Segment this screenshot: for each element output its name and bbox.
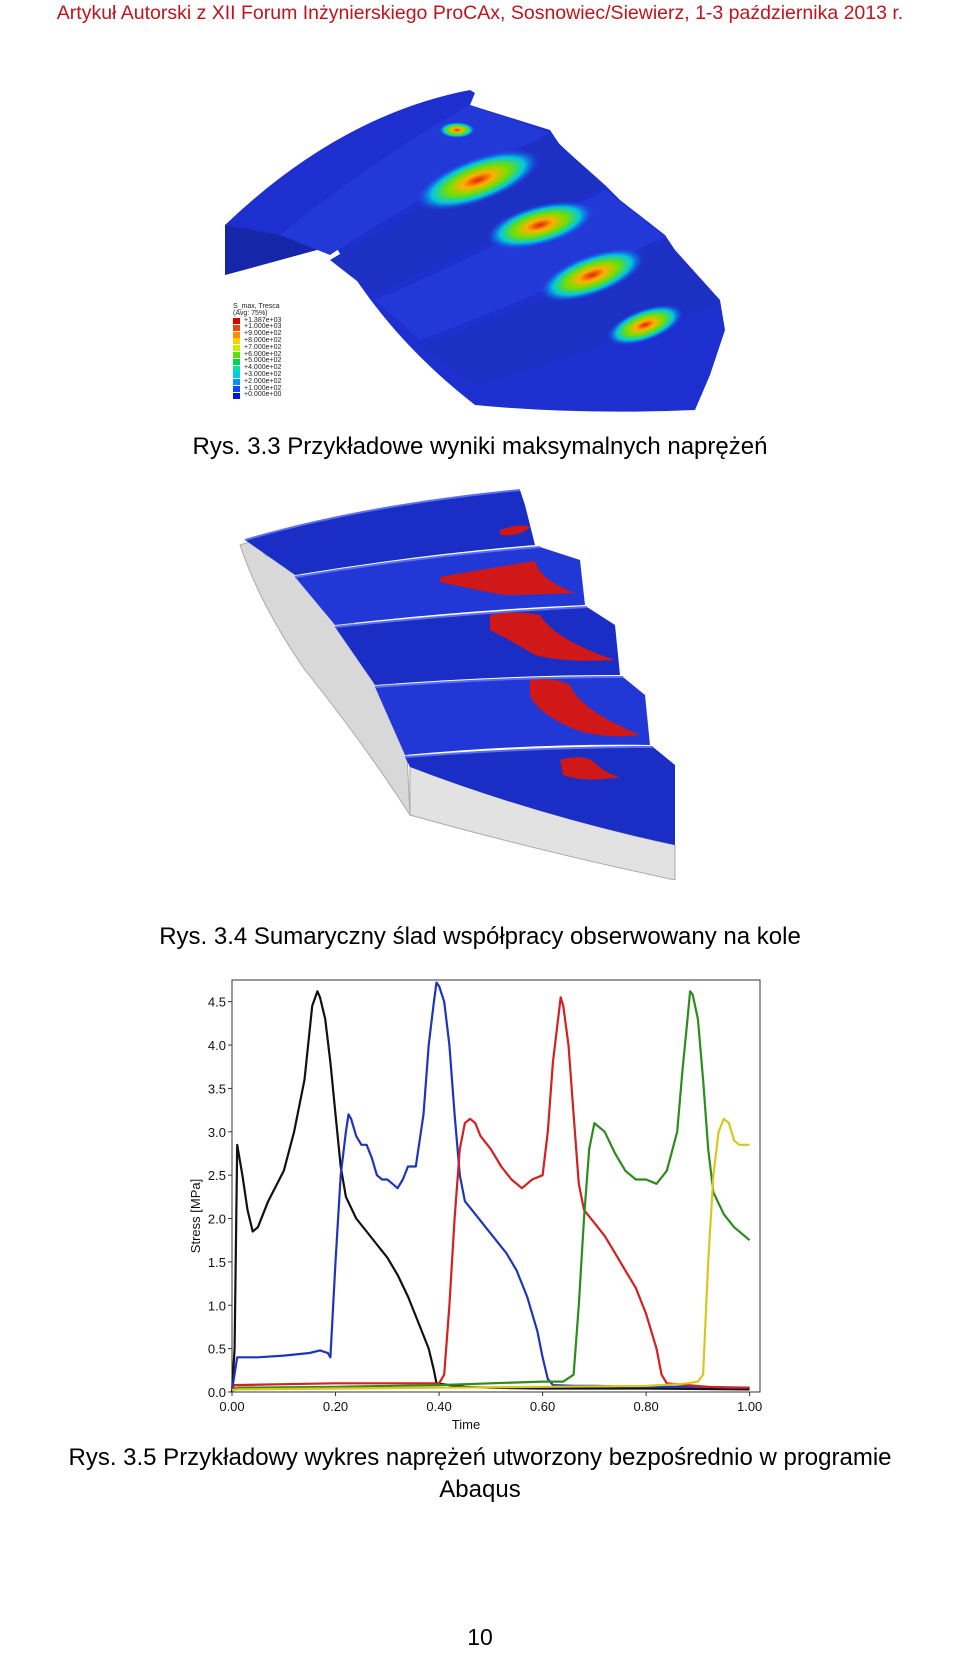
legend-label: +1.387e+03 bbox=[244, 316, 282, 324]
y-tick-label: 3.5 bbox=[208, 1081, 226, 1096]
legend-swatch bbox=[233, 351, 240, 358]
y-tick-label: 0.0 bbox=[208, 1385, 226, 1400]
legend-label: +5.000e+02 bbox=[244, 357, 282, 365]
legend-swatch bbox=[233, 317, 240, 324]
legend-entry: +5.000e+02 bbox=[233, 357, 323, 365]
legend-swatch bbox=[233, 385, 240, 392]
figure-3-3-caption: Rys. 3.3 Przykładowe wyniki maksymalnych… bbox=[192, 433, 768, 460]
y-tick-label: 2.5 bbox=[208, 1168, 226, 1183]
legend-entry: +3.000e+02 bbox=[233, 370, 323, 379]
legend-entry: +0.000e+00 bbox=[233, 391, 323, 399]
figure-3-5-caption-line1: Rys. 3.5 Przykładowy wykres naprężeń utw… bbox=[68, 1444, 892, 1471]
legend-swatch bbox=[233, 358, 240, 365]
x-tick-label: 0.40 bbox=[426, 1399, 451, 1414]
legend-label: +6.000e+02 bbox=[244, 350, 282, 358]
legend-entry: +8.000e+02 bbox=[233, 336, 323, 345]
x-axis-label: Time bbox=[452, 1417, 480, 1432]
page-number: 10 bbox=[467, 1624, 493, 1650]
legend-label: +4.000e+02 bbox=[244, 364, 282, 372]
legend-label: +2.000e+02 bbox=[244, 377, 282, 385]
legend-subtitle: (Avg: 75%) bbox=[233, 309, 268, 317]
legend-label: +8.000e+02 bbox=[244, 336, 282, 344]
y-tick-label: 2.0 bbox=[208, 1212, 226, 1227]
legend-label: +1.000e+02 bbox=[244, 384, 282, 392]
legend-swatch bbox=[233, 331, 240, 338]
legend-swatch bbox=[233, 372, 240, 379]
figure-3-4-caption: Rys. 3.4 Sumaryczny ślad współpracy obse… bbox=[159, 923, 801, 950]
series-line-5 bbox=[231, 1117, 750, 1392]
stress-legend: S_max, Tresca (Avg: 75%) +1.387e+03 +1.00… bbox=[233, 303, 323, 400]
legend-label: +3.000e+02 bbox=[244, 370, 282, 378]
x-tick-label: 1.00 bbox=[737, 1399, 762, 1414]
legend-swatch bbox=[233, 365, 240, 372]
legend-title: S_max, Tresca bbox=[233, 303, 280, 310]
legend-label: +1.000e+03 bbox=[244, 323, 282, 331]
y-tick-label: 4.0 bbox=[208, 1038, 226, 1053]
legend-entry: +4.000e+02 bbox=[233, 364, 323, 372]
legend-entry: +6.000e+02 bbox=[233, 350, 323, 359]
x-tick-label: 0.80 bbox=[633, 1399, 658, 1414]
x-tick-label: 0.60 bbox=[530, 1399, 555, 1414]
legend-swatch bbox=[233, 338, 240, 345]
y-tick-label: 0.5 bbox=[208, 1342, 226, 1357]
y-tick-label: 3.0 bbox=[208, 1125, 226, 1140]
series-line-4 bbox=[231, 990, 751, 1392]
stress-chart-svg: 0.0 0.5 1.0 1.5 2.0 2.5 3.0 3.5 4.0 4.5 0.00 0.20 0.… bbox=[188, 979, 762, 1432]
figure-3-4-image bbox=[239, 489, 676, 880]
figure-3-5-caption: Rys. 3.5 Przykładowy wykres naprężeń utw… bbox=[0, 1442, 960, 1506]
y-axis-label: Stress [MPa] bbox=[188, 1179, 203, 1253]
series-line-3 bbox=[231, 996, 750, 1391]
legend-swatch bbox=[233, 324, 240, 331]
running-header: Artykuł Autorski z XII Forum Inżynierski… bbox=[56, 2, 904, 24]
legend-entry: +9.000e+02 bbox=[233, 330, 323, 338]
x-tick-label: 0.20 bbox=[323, 1399, 348, 1414]
legend-swatch bbox=[233, 392, 240, 399]
series-line-2 bbox=[230, 981, 750, 1391]
plot-frame bbox=[231, 979, 761, 1393]
legend-label: +9.000e+02 bbox=[244, 330, 282, 338]
y-tick-label: 4.5 bbox=[208, 995, 226, 1010]
figure-3-5-caption-line2: Abaqus bbox=[439, 1476, 521, 1503]
legend-entry: +1.387e+03 bbox=[233, 316, 323, 325]
y-tick-label: 1.5 bbox=[208, 1255, 226, 1270]
legend-entry: +2.000e+02 bbox=[233, 377, 323, 386]
legend-entries: +1.387e+03 +1.000e+03 +9.000e+02 +8.000e+02… bbox=[233, 316, 323, 400]
y-tick-label: 1.0 bbox=[208, 1298, 226, 1313]
figure-3-3-image bbox=[225, 90, 725, 412]
legend-swatch bbox=[233, 345, 240, 352]
legend-entry: +7.000e+02 bbox=[233, 343, 323, 352]
legend-swatch bbox=[233, 379, 240, 386]
stress-chart: 0.0 0.5 1.0 1.5 2.0 2.5 3.0 3.5 4.0 4.5 0.00 0.20 0.… bbox=[180, 975, 780, 1440]
legend-entry: +1.000e+03 bbox=[233, 323, 323, 331]
legend-label: +0.000e+00 bbox=[244, 391, 282, 399]
x-tick-label: 0.00 bbox=[219, 1399, 244, 1414]
legend-entry: +1.000e+02 bbox=[233, 384, 323, 393]
legend-label: +7.000e+02 bbox=[244, 343, 282, 351]
